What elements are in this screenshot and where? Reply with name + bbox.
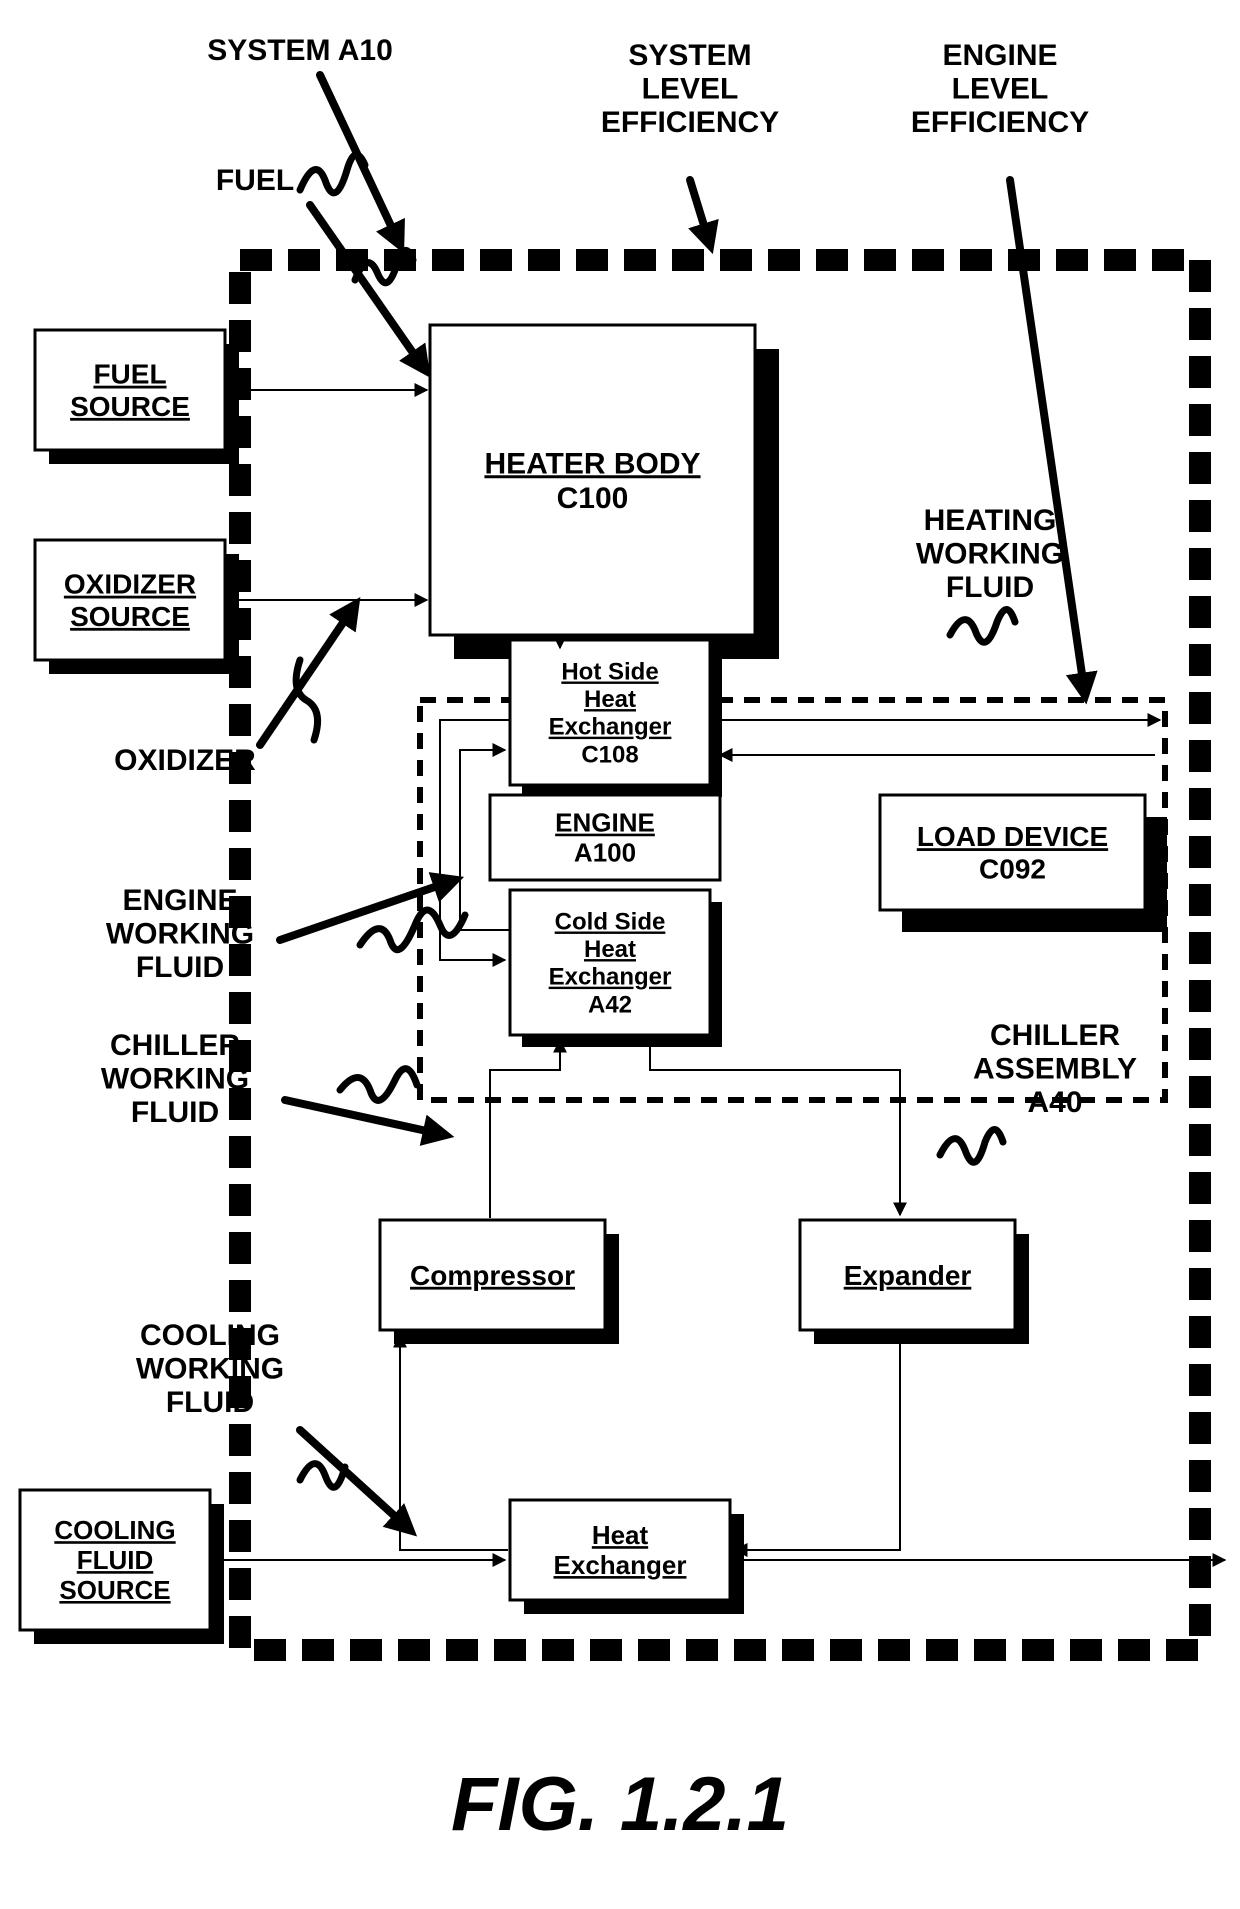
ptr-cooling-wf: [300, 1430, 410, 1530]
anno-chiller_wf-line-1: WORKING: [101, 1063, 249, 1096]
anno-heating_wf-line-1: WORKING: [916, 538, 1064, 571]
box-heat_exch-line-1: Exchanger: [554, 1550, 687, 1580]
anno-sys_eff-line-0: SYSTEM: [628, 39, 751, 72]
ptr-chiller-wf: [285, 1100, 445, 1135]
anno-chiller_asm-line-1: ASSEMBLY: [973, 1053, 1137, 1086]
box-cold_side: Cold SideHeatExchangerA42: [510, 890, 722, 1047]
anno-cooling_wf-line-2: FLUID: [166, 1386, 254, 1419]
anno-engine_wf-line-2: FLUID: [136, 951, 224, 984]
box-oxidizer_source-line-0: OXIDIZER: [64, 569, 196, 600]
anno-sys_eff: SYSTEMLEVELEFFICIENCY: [601, 39, 779, 139]
figure-label: FIG. 1.2.1: [451, 1762, 789, 1847]
box-cold_side-line-1: Heat: [584, 936, 636, 963]
arrow-compressor-to-coldside: [490, 1040, 560, 1218]
anno-fuel-line-0: FUEL: [216, 164, 294, 197]
arrow-expander-to-hx: [735, 1332, 900, 1550]
zig-heating-wf: [950, 610, 1015, 643]
box-cooling_source-line-1: FLUID: [77, 1545, 154, 1575]
ptr-fuel: [310, 205, 425, 370]
box-engine-line-0: ENGINE: [555, 808, 655, 838]
box-cooling_source-line-0: COOLING: [54, 1515, 175, 1545]
box-compressor: Compressor: [380, 1220, 619, 1344]
anno-cooling_wf-line-1: WORKING: [136, 1353, 284, 1386]
zig-chiller-wf: [340, 1069, 417, 1101]
anno-system_a10: SYSTEM A10: [207, 34, 393, 67]
anno-eng_eff-line-2: EFFICIENCY: [911, 106, 1089, 139]
box-engine-line-1: A100: [574, 838, 636, 868]
anno-system_a10-line-0: SYSTEM A10: [207, 34, 393, 67]
box-load_device-line-1: C092: [979, 853, 1046, 884]
box-hot_side: Hot SideHeatExchangerC108: [510, 640, 722, 797]
arrow-coldside-to-expander: [650, 1035, 900, 1215]
zig-engine-wf: [360, 910, 465, 950]
arrow-hx-to-compressor: [400, 1335, 508, 1550]
anno-chiller_asm-line-2: A40: [1027, 1086, 1082, 1119]
box-heater_body: HEATER BODYC100: [430, 325, 779, 659]
box-load_device: LOAD DEVICEC092: [880, 795, 1167, 932]
ptr-sys-eff: [690, 180, 710, 245]
ptr-oxidizer: [260, 605, 355, 745]
anno-cooling_wf: COOLINGWORKINGFLUID: [136, 1319, 284, 1419]
box-cold_side-line-3: A42: [588, 991, 632, 1018]
box-hot_side-line-1: Heat: [584, 686, 636, 713]
box-heat_exch-line-0: Heat: [592, 1520, 649, 1550]
box-expander-line-0: Expander: [844, 1260, 972, 1291]
zig-system-a10: [300, 155, 365, 193]
box-fuel_source: FUELSOURCE: [35, 330, 239, 464]
diagram-canvas: FUELSOURCEOXIDIZERSOURCECOOLINGFLUIDSOUR…: [0, 0, 1240, 1909]
box-oxidizer_source: OXIDIZERSOURCE: [35, 540, 239, 674]
box-engine: ENGINEA100: [490, 795, 720, 880]
anno-chiller_asm-line-0: CHILLER: [990, 1019, 1120, 1052]
anno-chiller_wf-line-2: FLUID: [131, 1096, 219, 1129]
box-heater_body-line-1: C100: [557, 482, 629, 515]
anno-engine_wf-line-1: WORKING: [106, 918, 254, 951]
box-cold_side-line-2: Exchanger: [549, 964, 672, 991]
box-hot_side-line-0: Hot Side: [561, 659, 658, 686]
anno-eng_eff-line-1: LEVEL: [952, 73, 1049, 106]
box-compressor-line-0: Compressor: [410, 1260, 575, 1291]
box-heat_exch: HeatExchanger: [510, 1500, 744, 1614]
box-fuel_source-line-1: SOURCE: [70, 391, 190, 422]
anno-heating_wf: HEATINGWORKINGFLUID: [916, 504, 1064, 604]
anno-cooling_wf-line-0: COOLING: [140, 1319, 280, 1352]
box-load_device-line-0: LOAD DEVICE: [917, 821, 1108, 852]
anno-sys_eff-line-1: LEVEL: [642, 73, 739, 106]
box-heater_body-line-0: HEATER BODY: [484, 447, 700, 480]
zig-chiller-asm: [940, 1130, 1003, 1163]
box-fuel_source-line-0: FUEL: [93, 359, 166, 390]
box-oxidizer_source-line-1: SOURCE: [70, 601, 190, 632]
anno-sys_eff-line-2: EFFICIENCY: [601, 106, 779, 139]
box-cold_side-line-0: Cold Side: [555, 909, 666, 936]
box-hot_side-line-2: Exchanger: [549, 714, 672, 741]
anno-heating_wf-line-2: FLUID: [946, 571, 1034, 604]
box-cooling_source: COOLINGFLUIDSOURCE: [20, 1490, 224, 1644]
anno-eng_eff-line-0: ENGINE: [942, 39, 1057, 72]
anno-oxidizer-line-0: OXIDIZER: [114, 744, 256, 777]
box-expander: Expander: [800, 1220, 1029, 1344]
box-cooling_source-line-2: SOURCE: [59, 1575, 170, 1605]
anno-eng_eff: ENGINELEVELEFFICIENCY: [911, 39, 1089, 139]
anno-chiller_wf: CHILLERWORKINGFLUID: [101, 1029, 249, 1129]
anno-fuel: FUEL: [216, 164, 294, 197]
anno-heating_wf-line-0: HEATING: [924, 504, 1057, 537]
anno-engine_wf-line-0: ENGINE: [122, 884, 237, 917]
anno-chiller_wf-line-0: CHILLER: [110, 1029, 240, 1062]
box-hot_side-line-3: C108: [581, 741, 638, 768]
anno-oxidizer: OXIDIZER: [114, 744, 256, 777]
anno-chiller_asm: CHILLERASSEMBLYA40: [973, 1019, 1137, 1119]
